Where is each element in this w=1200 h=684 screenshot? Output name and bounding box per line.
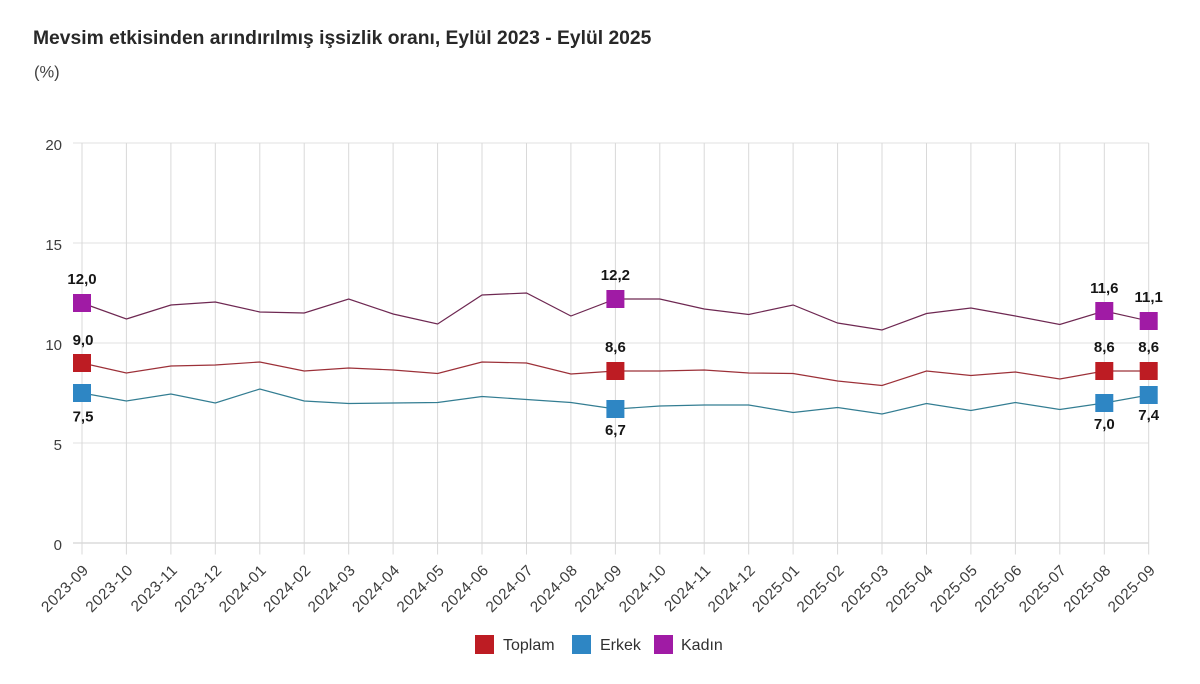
svg-text:15: 15	[45, 237, 62, 254]
svg-text:20: 20	[45, 137, 62, 154]
svg-text:8,6: 8,6	[1138, 339, 1159, 356]
svg-text:9,0: 9,0	[73, 332, 94, 349]
svg-text:8,6: 8,6	[605, 339, 626, 356]
svg-text:7,4: 7,4	[1138, 407, 1160, 424]
svg-text:Toplam: Toplam	[503, 637, 555, 654]
svg-text:10: 10	[45, 337, 62, 354]
svg-text:6,7: 6,7	[605, 422, 626, 439]
svg-text:0: 0	[54, 537, 62, 554]
svg-text:Erkek: Erkek	[600, 637, 642, 654]
svg-text:7,0: 7,0	[1094, 416, 1115, 433]
svg-text:Mevsim etkisinden arındırılmış: Mevsim etkisinden arındırılmış işsizlik …	[33, 28, 652, 49]
svg-text:11,6: 11,6	[1090, 280, 1118, 297]
svg-text:12,2: 12,2	[601, 267, 630, 284]
svg-text:12,0: 12,0	[67, 271, 96, 288]
svg-text:5: 5	[54, 437, 62, 454]
svg-text:7,5: 7,5	[73, 409, 94, 426]
svg-text:Kadın: Kadın	[681, 637, 723, 654]
svg-text:8,6: 8,6	[1094, 339, 1115, 356]
svg-text:(%): (%)	[34, 64, 60, 82]
svg-text:11,1: 11,1	[1135, 289, 1163, 306]
